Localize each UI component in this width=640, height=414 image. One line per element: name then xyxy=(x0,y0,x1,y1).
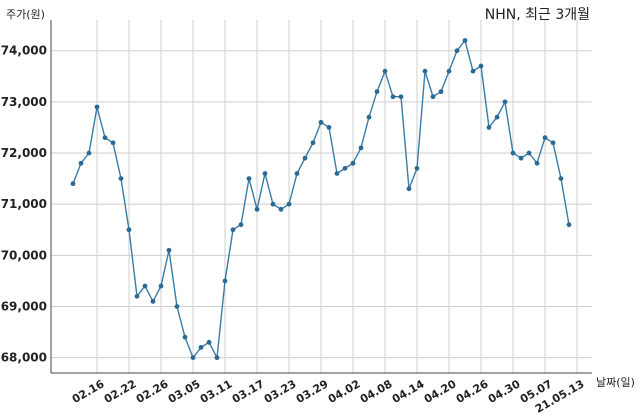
data-point xyxy=(222,278,228,284)
data-point xyxy=(518,155,524,161)
grid-lines xyxy=(51,20,592,373)
data-point xyxy=(390,94,396,100)
data-point xyxy=(406,186,412,192)
data-point xyxy=(326,125,332,130)
data-point xyxy=(334,171,340,176)
x-tick-label: 04.14 xyxy=(390,377,427,406)
data-point xyxy=(542,135,548,141)
x-tick-label: 03.23 xyxy=(262,377,299,406)
data-point xyxy=(270,201,276,207)
data-point xyxy=(102,135,108,141)
data-point xyxy=(502,99,508,105)
data-point xyxy=(414,165,420,171)
data-point xyxy=(510,150,516,156)
data-point xyxy=(86,150,92,156)
x-tick-label: 03.05 xyxy=(166,377,203,406)
x-tick-label: 03.29 xyxy=(294,377,331,406)
data-point xyxy=(110,140,116,146)
x-axis-label: 날짜(일) xyxy=(596,375,635,389)
data-point xyxy=(134,293,140,299)
data-point xyxy=(126,227,132,233)
data-point xyxy=(166,247,172,253)
data-point xyxy=(430,94,436,100)
data-point xyxy=(118,176,124,181)
data-point xyxy=(238,222,244,228)
data-point xyxy=(446,68,452,74)
data-point xyxy=(350,160,356,166)
data-point xyxy=(438,89,444,95)
y-tick-label: 73,000 xyxy=(1,95,47,109)
x-tick-label: 04.20 xyxy=(422,377,459,406)
data-point xyxy=(318,119,324,125)
x-tick-label: 02.26 xyxy=(134,377,171,406)
x-tick-label: 04.08 xyxy=(358,377,395,406)
data-point xyxy=(494,114,500,120)
data-point xyxy=(342,165,348,171)
data-point xyxy=(262,171,268,176)
data-point xyxy=(94,104,100,110)
data-point xyxy=(534,160,540,166)
data-point xyxy=(158,283,164,289)
data-point xyxy=(470,68,476,74)
data-point xyxy=(550,140,556,146)
y-tick-label: 72,000 xyxy=(1,146,47,160)
x-tick-label: 04.02 xyxy=(326,377,363,406)
data-point xyxy=(254,206,260,212)
data-point xyxy=(366,114,372,120)
data-point xyxy=(374,89,380,95)
y-tick-labels: 68,000 69,000 70,000 71,000 72,000 73,000 74,0… xyxy=(1,44,47,365)
data-point xyxy=(454,48,460,54)
data-point xyxy=(174,304,180,309)
data-point xyxy=(566,222,572,228)
data-point xyxy=(142,283,148,289)
data-point xyxy=(310,140,316,146)
data-point xyxy=(398,94,404,100)
data-point xyxy=(286,201,292,207)
axes xyxy=(50,20,592,374)
x-tick-label: 02.22 xyxy=(102,377,139,406)
data-point xyxy=(198,345,204,350)
data-point xyxy=(526,150,532,156)
data-point xyxy=(302,155,308,161)
data-point xyxy=(382,68,388,74)
data-point xyxy=(558,176,564,181)
data-point xyxy=(230,227,236,233)
x-tick-labels: 02.1602.2202.2603.0503.1103.1703.2303.29… xyxy=(70,377,587,414)
x-tick-label: 03.11 xyxy=(198,377,235,406)
data-point xyxy=(278,206,284,212)
x-tick-label: 02.16 xyxy=(70,377,107,406)
data-point xyxy=(206,339,212,345)
y-tick-label: 74,000 xyxy=(1,44,47,58)
data-point xyxy=(150,298,156,304)
x-tick-label: 04.30 xyxy=(486,377,523,406)
data-point xyxy=(190,355,196,361)
data-point xyxy=(246,176,252,181)
data-point xyxy=(214,355,220,361)
data-point xyxy=(358,145,364,151)
x-tick-label: 04.26 xyxy=(454,377,491,406)
data-point xyxy=(478,63,484,69)
y-tick-label: 70,000 xyxy=(1,248,47,262)
data-point xyxy=(78,160,84,166)
y-tick-label: 68,000 xyxy=(1,351,47,365)
data-points xyxy=(70,38,572,361)
y-tick-label: 71,000 xyxy=(1,197,47,211)
y-tick-label: 69,000 xyxy=(1,299,47,313)
data-point xyxy=(422,68,428,74)
data-point xyxy=(70,181,76,187)
data-point xyxy=(294,171,300,176)
data-point xyxy=(182,334,188,340)
data-point xyxy=(462,38,468,43)
data-point xyxy=(486,125,492,130)
x-tick-label: 03.17 xyxy=(230,377,267,406)
y-axis-label: 주가(원) xyxy=(6,8,45,21)
chart-title: NHN, 최근 3개월 xyxy=(485,7,590,23)
